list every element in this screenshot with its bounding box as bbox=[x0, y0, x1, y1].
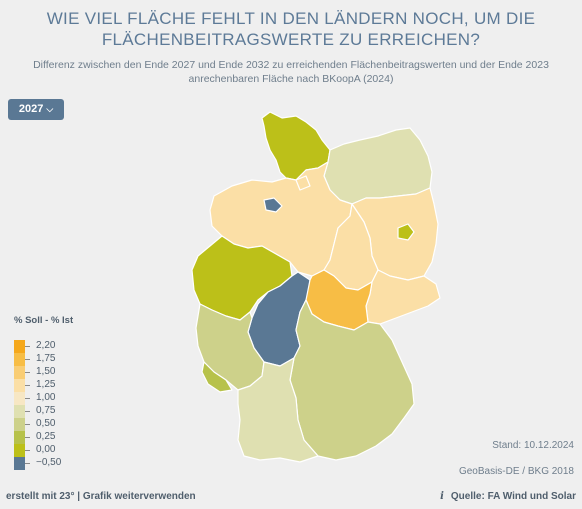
stand-date: Stand: 10.12.2024 bbox=[492, 440, 574, 451]
legend-swatch bbox=[14, 366, 25, 379]
legend-tick bbox=[25, 372, 30, 373]
legend-label: 1,25 bbox=[36, 379, 56, 390]
legend-label: 0,00 bbox=[36, 444, 56, 455]
legend-label: 2,20 bbox=[36, 340, 56, 351]
page-subtitle: Differenz zwischen den Ende 2027 und End… bbox=[33, 59, 549, 85]
legend-label: 0,50 bbox=[36, 418, 56, 429]
geobasis-credit: GeoBasis-DE / BKG 2018 bbox=[458, 466, 574, 477]
info-icon[interactable]: i bbox=[440, 491, 444, 502]
legend-swatch bbox=[14, 418, 25, 431]
footer-source[interactable]: i Quelle: FA Wind und Solar bbox=[440, 491, 576, 502]
state-bremen[interactable]: Bremen bbox=[263, 197, 283, 213]
state-saarland[interactable]: Saarland bbox=[201, 361, 233, 393]
legend-swatch bbox=[14, 340, 25, 353]
legend-tick bbox=[25, 411, 30, 412]
state-hamburg[interactable]: Hamburg bbox=[295, 175, 311, 191]
legend-label: 0,75 bbox=[36, 405, 56, 416]
page-title: WIE VIEL FLÄCHE FEHLT IN DEN LÄNDERN NOC… bbox=[46, 9, 536, 49]
legend-label: 0,25 bbox=[36, 431, 56, 442]
legend-swatch bbox=[14, 392, 25, 405]
legend-swatch bbox=[14, 444, 25, 457]
chevron-down-icon: ⌵ bbox=[46, 104, 54, 114]
legend-title: % Soll - % Ist bbox=[14, 315, 74, 326]
legend-swatch bbox=[14, 431, 25, 444]
legend-label: 1,50 bbox=[36, 366, 56, 377]
year-select-button[interactable]: 2027 ⌵ bbox=[8, 99, 64, 120]
state-mecklenburg-vorpommern[interactable]: Mecklenburg-Vorpommern bbox=[323, 127, 433, 205]
legend-swatch bbox=[14, 379, 25, 392]
grafik-weiterverwenden-link[interactable]: Grafik weiterverwenden bbox=[82, 491, 196, 502]
legend-swatch bbox=[14, 457, 25, 470]
legend-tick bbox=[25, 346, 30, 347]
legend-tick bbox=[25, 398, 30, 399]
legend-label: 1,00 bbox=[36, 392, 56, 403]
legend-label: 1,75 bbox=[36, 353, 56, 364]
legend-swatch bbox=[14, 353, 25, 366]
legend-tick bbox=[25, 450, 30, 451]
created-with-text: erstellt mit 23° | bbox=[6, 491, 83, 502]
legend-label: −0,50 bbox=[36, 457, 62, 468]
legend-swatch bbox=[14, 405, 25, 418]
source-text: Quelle: FA Wind und Solar bbox=[450, 491, 576, 502]
legend-tick bbox=[25, 359, 30, 360]
footer-created-with: erstellt mit 23° | Grafik weiterverwende… bbox=[6, 491, 196, 502]
state-berlin[interactable]: Berlin bbox=[397, 223, 415, 241]
year-select-label: 2027 bbox=[18, 103, 44, 115]
legend-tick bbox=[25, 424, 30, 425]
legend-tick bbox=[25, 463, 30, 464]
legend-tick bbox=[25, 385, 30, 386]
state-baden-wuerttemberg[interactable]: Baden-Württemberg bbox=[237, 357, 319, 463]
legend-tick bbox=[25, 437, 30, 438]
